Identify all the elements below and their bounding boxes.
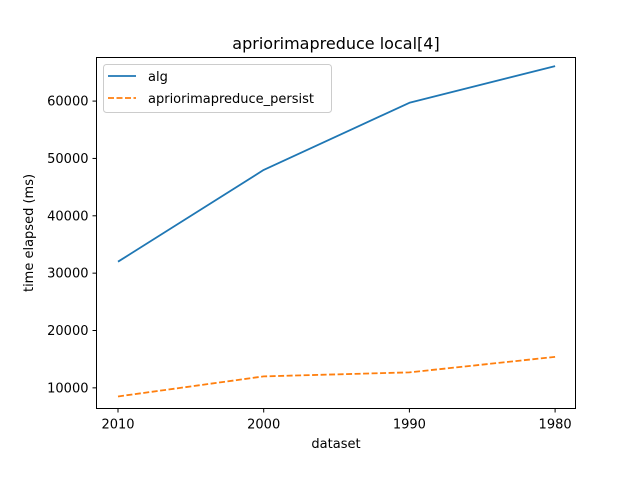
x-tick-label: 2000 [247, 418, 280, 433]
legend: alg apriorimapreduce_persist [103, 64, 332, 113]
y-tick-label: 30000 [47, 267, 88, 282]
y-tick-label: 50000 [47, 152, 88, 167]
chart-title: apriorimapreduce local[4] [232, 34, 439, 53]
x-tick-label: 2010 [101, 418, 134, 433]
series-line-alg [117, 65, 556, 263]
x-tick-label: 1990 [393, 418, 426, 433]
legend-label: apriorimapreduce_persist [148, 92, 314, 107]
x-axis-label: dataset [311, 437, 360, 452]
y-tick-label: 20000 [47, 324, 88, 339]
y-tick-label: 40000 [47, 209, 88, 224]
y-axis-label: time elapsed (ms) [22, 174, 37, 292]
y-tick-label: 60000 [47, 95, 88, 110]
legend-label: alg [148, 70, 168, 85]
legend-box [103, 64, 332, 113]
plot-frame [96, 57, 576, 409]
plot-area: 2010 2000 1990 1980 10000 20000 30000 40000 5000… [47, 65, 572, 433]
series-line-apriorimapreduce_persist [117, 355, 556, 398]
x-tick-label: 1980 [539, 418, 572, 433]
y-tick-label: 10000 [47, 381, 88, 396]
